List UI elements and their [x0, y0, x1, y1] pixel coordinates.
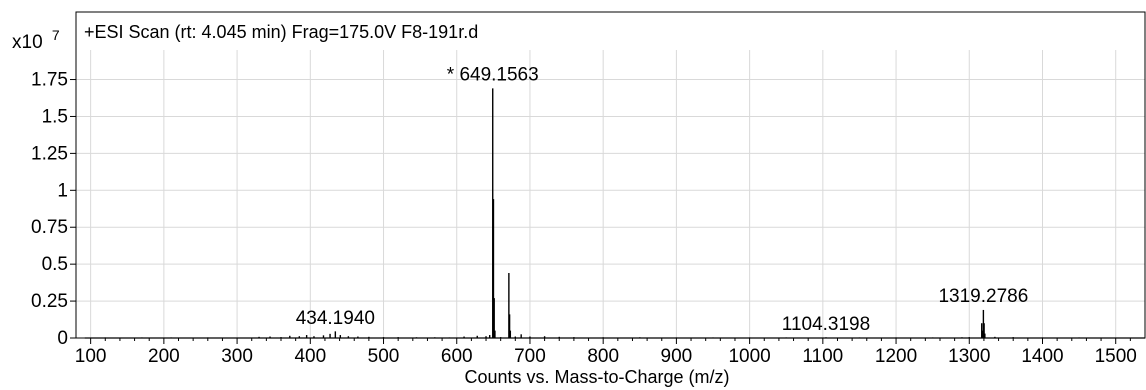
y-scale-base: x10	[12, 32, 43, 53]
x-tick-label: 1500	[1095, 346, 1137, 367]
peak-label: 434.1940	[296, 308, 375, 329]
x-tick-label: 400	[294, 346, 326, 367]
peak-labels: * 649.1563 434.1940 1104.3198 1319.2786	[296, 64, 1029, 335]
y-tick-label: 0.5	[42, 254, 68, 275]
peak-label: 1319.2786	[938, 286, 1028, 307]
y-tick-label: 1	[57, 180, 68, 201]
y-tick-label: 0	[57, 328, 68, 349]
y-tick-label: 0.75	[31, 217, 68, 238]
x-tick-label: 1000	[728, 346, 770, 367]
y-tick-label: 0.25	[31, 291, 68, 312]
grid-lines	[76, 50, 1145, 338]
peak-label: * 649.1563	[447, 64, 539, 85]
y-tick-label: 1.5	[42, 106, 68, 127]
x-tick-label: 700	[514, 346, 546, 367]
x-tick-label: 300	[221, 346, 253, 367]
y-scale-exponent: 7	[52, 27, 60, 43]
x-tick-label: 1400	[1021, 346, 1063, 367]
x-tick-label: 600	[441, 346, 473, 367]
x-tick-label: 1200	[875, 346, 917, 367]
chart-title: +ESI Scan (rt: 4.045 min) Frag=175.0V F8…	[84, 22, 478, 42]
x-ticks: 100 200 300 400 500 600 700 800 900 1000 1100 1200 1…	[75, 338, 1137, 367]
x-tick-label: 900	[661, 346, 693, 367]
plot-frame	[75, 11, 1146, 339]
y-tick-label: 1.75	[31, 70, 68, 91]
x-tick-label: 1300	[948, 346, 990, 367]
y-ticks: 0 0.25 0.5 0.75 1 1.25 1.5 1.75	[31, 70, 76, 349]
axes	[75, 11, 1146, 339]
x-tick-label: 200	[148, 346, 180, 367]
x-tick-label: 1100	[802, 346, 843, 367]
y-scale-multiplier: x10 7	[12, 27, 60, 53]
y-tick-label: 1.25	[31, 143, 68, 164]
peak-label: 1104.3198	[782, 314, 870, 335]
x-axis-title: Counts vs. Mass-to-Charge (m/z)	[464, 367, 729, 387]
x-tick-label: 800	[587, 346, 619, 367]
x-tick-label: 500	[368, 346, 400, 367]
x-tick-label: 100	[75, 346, 107, 367]
